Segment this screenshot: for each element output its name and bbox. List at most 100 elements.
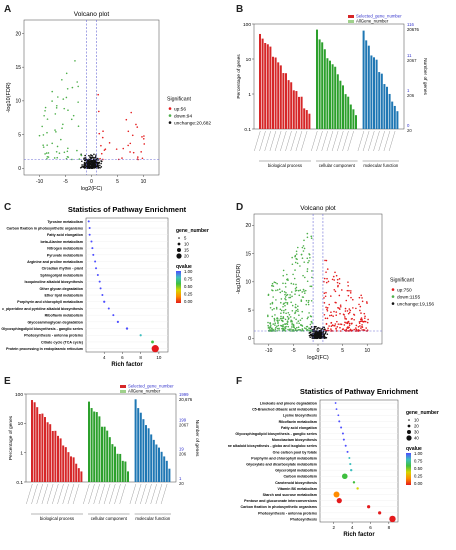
x-tick-label: -5 — [291, 348, 296, 354]
bar — [103, 426, 106, 482]
bar — [77, 468, 80, 482]
point-unchanged — [315, 330, 318, 332]
bars — [31, 399, 171, 482]
point-down — [56, 156, 59, 159]
point-up — [140, 151, 142, 153]
point-up — [330, 322, 332, 324]
size-legend-label: 15 — [184, 248, 189, 253]
point-down — [303, 239, 305, 242]
bar — [380, 73, 383, 129]
point-up — [331, 278, 334, 281]
point-up — [333, 288, 336, 291]
x-tick-label: 5 — [116, 179, 119, 185]
point-up — [325, 291, 327, 294]
point-unchanged — [318, 333, 321, 335]
panel-label-c: C — [4, 202, 12, 213]
y-tick-label-right: 2067 — [179, 422, 189, 427]
x-axis-label: log2(FC) — [307, 355, 329, 361]
point-down — [282, 274, 285, 277]
point-down — [63, 107, 66, 110]
point-down — [304, 276, 306, 279]
legend-swatch — [168, 114, 172, 117]
point-down — [310, 329, 312, 332]
point-down — [53, 157, 56, 159]
pathway-label: Porphyrin and chlorophyll metabolism — [17, 300, 83, 304]
point-down — [277, 324, 280, 327]
point-unchanged — [81, 160, 83, 163]
x-tick-label: 0 — [90, 179, 93, 185]
panel-label-b: B — [236, 4, 244, 15]
point-down — [295, 318, 297, 321]
point-up — [339, 323, 341, 325]
point-down — [274, 324, 276, 326]
bar — [158, 447, 160, 482]
bar — [367, 45, 370, 129]
point-down — [301, 310, 304, 313]
point-down — [307, 261, 309, 264]
point-down — [288, 328, 291, 331]
point-down — [275, 326, 277, 329]
point-down — [311, 270, 313, 272]
bar — [303, 108, 306, 129]
point-unchanged — [91, 162, 94, 165]
point-down — [295, 253, 298, 255]
point-down — [301, 317, 303, 320]
point-down — [290, 328, 292, 330]
x-tick-label-placeholder — [72, 483, 80, 505]
point-unchanged — [317, 326, 319, 329]
pathway-label: Riboflavin metabolism — [279, 420, 317, 424]
bar — [108, 437, 111, 482]
x-tick-label: 10 — [141, 179, 147, 185]
color-legend-title: qvalue — [406, 446, 422, 452]
pathway-label: Monobactam biosynthesis — [272, 438, 317, 442]
point-down — [293, 277, 296, 280]
pathway-label: Isoquinoline alkaloid biosynthesis - glo… — [228, 444, 317, 448]
bar — [298, 96, 300, 129]
bar — [287, 80, 290, 129]
volcano-plot-a: Volcano plot -10 -5 0 5 10 0 5 10 15 20 log2(FC) -lo… — [6, 11, 211, 192]
bar — [342, 85, 344, 129]
point-unchanged — [315, 336, 318, 339]
point-up — [357, 326, 360, 328]
point-down — [297, 320, 300, 323]
point-up — [343, 314, 345, 316]
point-unchanged — [313, 337, 315, 339]
pathway-label: Pentose and glucuronate interconversions — [244, 499, 317, 503]
bar — [344, 94, 347, 129]
point-up — [328, 325, 330, 327]
y-tick-label-right: 199 — [179, 417, 187, 422]
point-unchanged — [90, 157, 92, 160]
point-down — [302, 245, 305, 247]
pathway-label: C5-Branched dibasic acid metabolism — [252, 408, 317, 412]
pathway-label: Carotenoid biosynthesis — [275, 481, 317, 485]
point-unchanged — [317, 335, 319, 337]
x-tick-label-placeholder — [285, 130, 292, 152]
point-up — [338, 278, 341, 280]
point-down — [55, 104, 58, 107]
size-legend-dot — [407, 424, 411, 428]
point-down — [310, 235, 313, 238]
point-down — [308, 312, 310, 314]
point-up — [323, 280, 325, 283]
point-unchanged — [91, 167, 93, 169]
point-down — [302, 296, 305, 298]
x-tick-label-placeholder — [150, 483, 157, 505]
bar — [259, 33, 261, 129]
pathway-dot — [90, 240, 93, 243]
size-legend-title: gene_number — [406, 410, 439, 416]
bars — [259, 29, 399, 130]
point-down — [282, 317, 285, 319]
point-down — [300, 299, 303, 301]
x-tick-label: 10 — [364, 348, 370, 354]
point-up — [336, 278, 339, 281]
point-up — [358, 296, 361, 299]
point-up — [351, 317, 353, 320]
bar — [365, 40, 368, 129]
point-down — [292, 273, 294, 276]
point-down — [299, 265, 301, 267]
point-down — [298, 322, 300, 325]
pathway-label: Starch and sucrose metabolism — [263, 493, 317, 497]
point-up — [353, 318, 355, 321]
point-up — [366, 321, 369, 324]
x-tick-label-placeholder — [67, 483, 75, 505]
